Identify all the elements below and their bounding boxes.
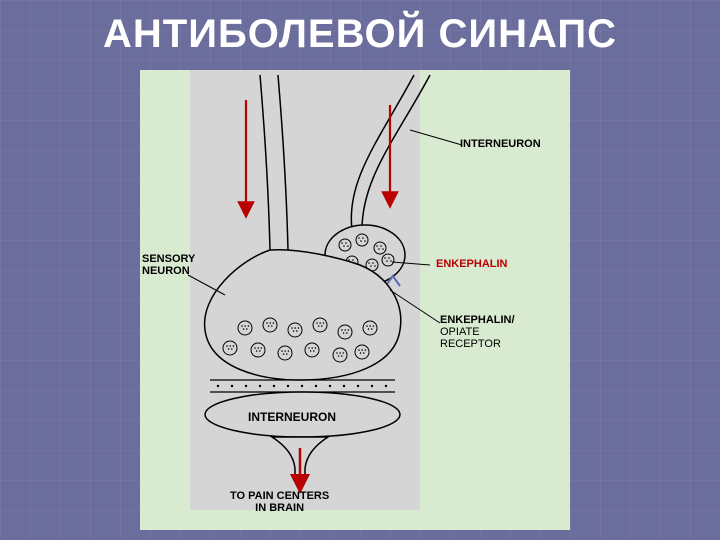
label-sensory-neuron: SENSORY NEURON [142, 253, 195, 277]
label-interneuron-top: INTERNEURON [460, 138, 541, 150]
label-pain-centers: TO PAIN CENTERS IN BRAIN [230, 490, 329, 514]
label-enkrec-l1: ENKEPHALIN/ [440, 314, 515, 326]
slide: АНТИБОЛЕВОЙ СИНАПС INTERNEURON SENSORY N… [0, 0, 720, 540]
label-interneuron-bottom: INTERNEURON [248, 410, 336, 424]
label-enkephalin-receptor: ENKEPHALIN/ OPIATE RECEPTOR [440, 314, 515, 350]
slide-title: АНТИБОЛЕВОЙ СИНАПС [0, 12, 720, 57]
label-pain-l2: IN BRAIN [230, 502, 329, 514]
label-enkrec-l2: OPIATE [440, 326, 515, 338]
label-enkrec-l3: RECEPTOR [440, 338, 515, 350]
diagram-figure: INTERNEURON SENSORY NEURON ENKEPHALIN EN… [140, 70, 570, 530]
label-pain-l1: TO PAIN CENTERS [230, 490, 329, 502]
label-enkephalin: ENKEPHALIN [436, 258, 508, 270]
